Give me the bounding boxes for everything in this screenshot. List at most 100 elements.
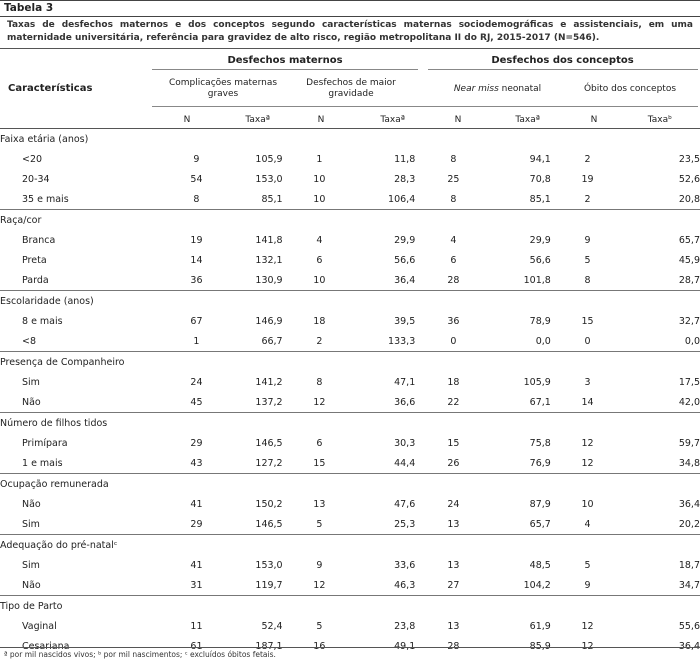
cell-rate: 59,7 bbox=[678, 437, 700, 449]
cell-n: 13 bbox=[447, 620, 460, 632]
cell-n: 12 bbox=[313, 579, 326, 591]
cell-n: 29 bbox=[190, 518, 203, 530]
table-row: Primípara 29 146,5 6 30,3 15 75,8 12 59,7 bbox=[0, 433, 700, 453]
cell-rate: 153,0 bbox=[255, 173, 283, 185]
row-label: Não bbox=[22, 396, 41, 408]
row-label: Primípara bbox=[22, 437, 68, 449]
cell-rate: 55,6 bbox=[678, 620, 700, 632]
cell-n: 18 bbox=[313, 315, 326, 327]
cell-rate: 146,5 bbox=[255, 518, 283, 530]
cell-n: 10 bbox=[313, 173, 326, 185]
cell-rate: 47,6 bbox=[394, 498, 416, 510]
cell-rate: 104,2 bbox=[523, 579, 551, 591]
cell-rate: 28,7 bbox=[678, 274, 700, 286]
table-row: Branca 19 141,8 4 29,9 4 29,9 9 65,7 bbox=[0, 230, 700, 250]
row-label: Branca bbox=[22, 234, 56, 246]
cell-n: 26 bbox=[447, 457, 460, 469]
cell-n: 13 bbox=[313, 498, 326, 510]
cell-rate: 30,3 bbox=[394, 437, 416, 449]
group-row: Raça/cor bbox=[0, 209, 700, 231]
cell-rate: 85,1 bbox=[529, 193, 551, 205]
cell-rate: 47,1 bbox=[394, 376, 416, 388]
table-row: 8 e mais 67 146,9 18 39,5 36 78,9 15 32,7 bbox=[0, 311, 700, 331]
table-row: Cesariana 61 187,1 16 49,1 28 85,9 12 36,4 bbox=[0, 636, 700, 656]
cell-n: 13 bbox=[447, 559, 460, 571]
cell-n: 24 bbox=[190, 376, 203, 388]
cell-n: 6 bbox=[316, 254, 323, 266]
col-n-1: N bbox=[183, 115, 191, 125]
cell-n: 28 bbox=[447, 640, 460, 652]
cell-n: 41 bbox=[190, 559, 203, 571]
group-label: Escolaridade (anos) bbox=[0, 295, 94, 307]
cell-n: 27 bbox=[447, 579, 460, 591]
cell-rate: 105,9 bbox=[523, 376, 551, 388]
cell-rate: 34,7 bbox=[678, 579, 700, 591]
cell-n: 2 bbox=[584, 193, 591, 205]
table-row: 1 e mais 43 127,2 15 44,4 26 76,9 12 34,8 bbox=[0, 453, 700, 474]
group-label: Presença de Companheiro bbox=[0, 356, 125, 368]
row-label: 35 e mais bbox=[22, 193, 69, 205]
row-label: <8 bbox=[22, 335, 37, 347]
cell-rate: 52,4 bbox=[261, 620, 283, 632]
group-row: Adequação do pré-natalᶜ bbox=[0, 534, 700, 556]
row-label: Não bbox=[22, 579, 41, 591]
cell-n: 4 bbox=[450, 234, 457, 246]
cell-n: 15 bbox=[581, 315, 594, 327]
cell-rate: 56,6 bbox=[529, 254, 551, 266]
cell-rate: 20,2 bbox=[678, 518, 700, 530]
cell-rate: 29,9 bbox=[529, 234, 551, 246]
cell-rate: 67,1 bbox=[529, 396, 551, 408]
cell-rate: 36,4 bbox=[394, 274, 416, 286]
cell-n: 43 bbox=[190, 457, 203, 469]
cell-rate: 187,1 bbox=[255, 640, 283, 652]
cell-rate: 119,7 bbox=[255, 579, 283, 591]
cell-n: 8 bbox=[584, 274, 591, 286]
cell-n: 31 bbox=[190, 579, 203, 591]
cell-rate: 23,5 bbox=[678, 153, 700, 165]
cell-n: 6 bbox=[316, 437, 323, 449]
cell-n: 8 bbox=[193, 193, 200, 205]
cell-rate: 78,9 bbox=[529, 315, 551, 327]
group-row: Tipo de Parto bbox=[0, 595, 700, 617]
cell-rate: 132,1 bbox=[255, 254, 283, 266]
group-rule-maternal bbox=[152, 69, 418, 70]
table-row: Preta 14 132,1 6 56,6 6 56,6 5 45,9 bbox=[0, 250, 700, 270]
cell-n: 45 bbox=[190, 396, 203, 408]
col-taxa-1: Taxaª bbox=[245, 115, 270, 125]
cell-n: 36 bbox=[447, 315, 460, 327]
cell-n: 5 bbox=[584, 254, 591, 266]
cell-n: 1 bbox=[193, 335, 200, 347]
cell-rate: 11,8 bbox=[394, 153, 416, 165]
cell-rate: 49,1 bbox=[394, 640, 416, 652]
group-row: Número de filhos tidos bbox=[0, 412, 700, 434]
group-label: Número de filhos tidos bbox=[0, 417, 108, 429]
row-label: <20 bbox=[22, 153, 43, 165]
group-rule-conceptus bbox=[428, 69, 698, 70]
col-header-near-miss: Near miss neonatal bbox=[430, 84, 565, 95]
subheader-rule bbox=[152, 106, 698, 107]
cell-n: 14 bbox=[581, 396, 594, 408]
cell-n: 8 bbox=[316, 376, 323, 388]
group-label: Tipo de Parto bbox=[0, 600, 63, 612]
table-row: Não 45 137,2 12 36,6 22 67,1 14 42,0 bbox=[0, 392, 700, 413]
cell-n: 13 bbox=[447, 518, 460, 530]
row-label: Não bbox=[22, 498, 41, 510]
cell-rate: 94,1 bbox=[529, 153, 551, 165]
cell-rate: 65,7 bbox=[678, 234, 700, 246]
table-footnote: ª por mil nascidos vivos; ᵇ por mil nasc… bbox=[4, 650, 276, 659]
row-label: 1 e mais bbox=[22, 457, 63, 469]
cell-n: 12 bbox=[581, 457, 594, 469]
cell-n: 1 bbox=[316, 153, 323, 165]
table-row: Sim 24 141,2 8 47,1 18 105,9 3 17,5 bbox=[0, 372, 700, 392]
cell-n: 24 bbox=[447, 498, 460, 510]
cell-rate: 56,6 bbox=[394, 254, 416, 266]
cell-rate: 17,5 bbox=[678, 376, 700, 388]
row-label: Parda bbox=[22, 274, 49, 286]
cell-n: 5 bbox=[316, 620, 323, 632]
cell-rate: 141,8 bbox=[255, 234, 283, 246]
group-header-maternal: Desfechos maternos bbox=[227, 55, 343, 66]
cell-rate: 87,9 bbox=[529, 498, 551, 510]
cell-rate: 48,5 bbox=[529, 559, 551, 571]
cell-rate: 61,9 bbox=[529, 620, 551, 632]
